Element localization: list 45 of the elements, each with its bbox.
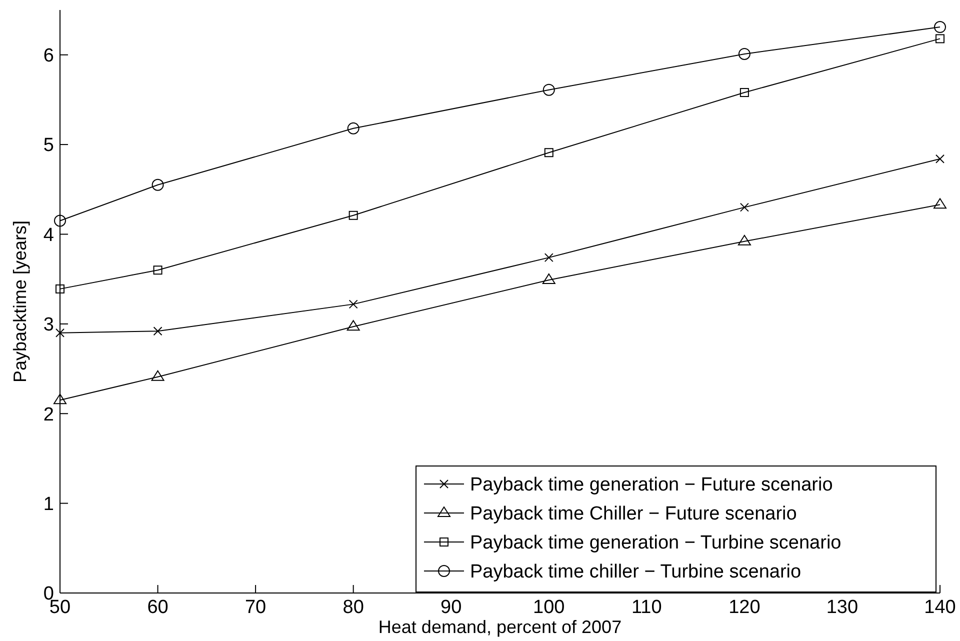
y-tick-label: 2 — [43, 404, 54, 426]
y-tick-label: 1 — [43, 494, 54, 515]
point — [936, 34, 944, 44]
point — [542, 84, 555, 96]
point — [738, 234, 751, 246]
point — [347, 122, 360, 134]
x-tick-label: 100 — [533, 597, 565, 618]
point — [54, 214, 66, 227]
x-tick-label: 120 — [728, 597, 760, 618]
y-tick-label: 3 — [43, 314, 54, 336]
legend-label: Payback time chiller − Turbine scenario — [470, 562, 802, 583]
point — [542, 273, 556, 284]
point — [740, 202, 749, 212]
point — [151, 370, 164, 381]
point — [738, 48, 750, 60]
legend-label: Payback time Chiller − Future scenario — [470, 504, 797, 525]
x-axis-title: Heat demand, percent of 2007 — [378, 617, 622, 637]
point — [56, 328, 64, 338]
point — [152, 178, 164, 191]
legend-label: Payback time generation − Future scenario — [470, 474, 833, 496]
point — [934, 21, 946, 34]
x-tick-label: 130 — [826, 597, 858, 618]
x-tick-label: 70 — [244, 597, 266, 618]
point — [740, 88, 749, 98]
x-tick-label: 140 — [924, 597, 956, 618]
point — [346, 320, 360, 331]
y-tick-label: 6 — [43, 45, 54, 66]
point — [348, 210, 358, 220]
x-tick-label: 60 — [147, 597, 168, 618]
point — [936, 154, 944, 164]
y-axis-title: Paybacktime [years] — [10, 220, 30, 383]
point — [348, 300, 358, 309]
point — [153, 326, 162, 336]
point — [56, 284, 64, 294]
x-tick-label: 80 — [342, 597, 364, 618]
x-tick-label: 90 — [440, 597, 462, 618]
point — [153, 266, 162, 275]
x-tick-label: 110 — [632, 597, 662, 618]
y-tick-label: 4 — [43, 224, 54, 246]
legend-label: Payback time generation − Turbine scenario — [470, 532, 842, 554]
point — [934, 198, 946, 209]
point — [544, 148, 554, 158]
point — [544, 253, 554, 262]
y-tick-label: 5 — [43, 135, 54, 156]
point — [54, 394, 66, 404]
